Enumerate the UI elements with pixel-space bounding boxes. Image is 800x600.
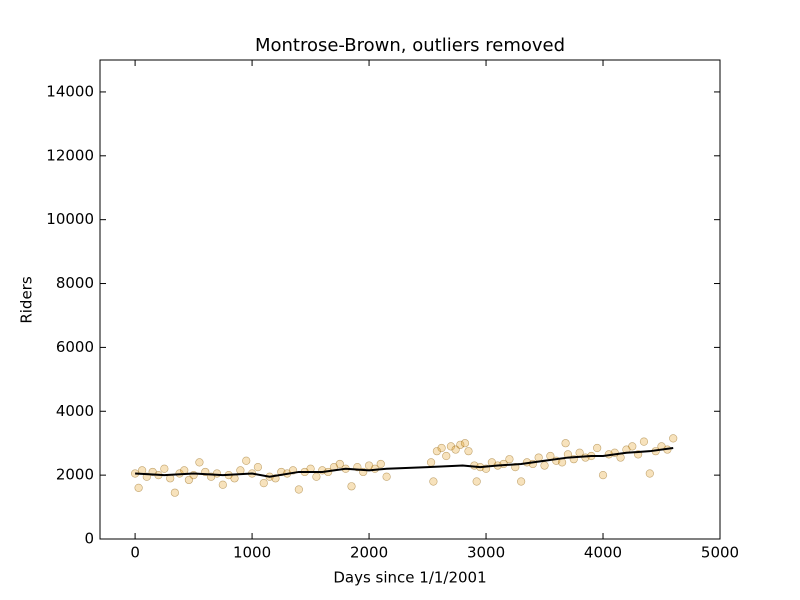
x-tick-label: 0 [130, 544, 140, 562]
scatter-point [464, 447, 473, 456]
y-tick-label: 2000 [56, 466, 94, 484]
scatter-point [242, 456, 251, 465]
scatter-point [253, 463, 263, 472]
scatter-point [456, 440, 465, 449]
scatter-point [598, 471, 608, 480]
scatter-point [236, 466, 245, 475]
scatter-point [432, 447, 442, 456]
y-tick-label: 12000 [46, 146, 94, 164]
x-tick-label: 2000 [350, 544, 388, 562]
x-tick-label: 3000 [467, 544, 505, 562]
scatter-point [460, 439, 470, 448]
scatter-point [429, 477, 438, 486]
scatter-point [218, 480, 227, 489]
x-tick-label: 5000 [701, 544, 739, 562]
scatter-point [347, 482, 356, 491]
y-tick-label: 6000 [56, 338, 94, 356]
scatter-point [189, 471, 198, 480]
trend-line [135, 446, 674, 478]
scatter-point [442, 451, 451, 461]
scatter-point [540, 461, 549, 470]
x-tick-label: 1000 [233, 544, 271, 562]
scatter-point [645, 469, 654, 478]
scatter-point [335, 459, 344, 469]
scatter-point [376, 459, 385, 469]
scatter-point [472, 477, 481, 486]
y-tick-label: 4000 [56, 402, 94, 420]
scatter-point [593, 443, 602, 453]
x-tick-label: 4000 [584, 544, 622, 562]
x-axis-label: Days since 1/1/2001 [333, 569, 486, 587]
plot-frame [99, 59, 721, 540]
y-tick-label: 14000 [46, 82, 94, 100]
scatter-point [230, 474, 239, 483]
y-axis-label: Riders [18, 276, 36, 324]
scatter-point [382, 472, 391, 481]
scatter-point [160, 464, 169, 473]
scatter-point [312, 472, 321, 481]
scatter-point [437, 443, 446, 453]
scatter-point [628, 442, 637, 451]
scatter-point [505, 455, 514, 464]
scatter-point [669, 434, 678, 443]
scatter-point [212, 469, 222, 478]
y-tick-label: 0 [84, 530, 94, 548]
y-tick-label: 8000 [56, 274, 94, 292]
scatter-point [639, 437, 649, 446]
scatter-point [561, 439, 570, 448]
scatter-point [426, 458, 436, 467]
chart-title: Montrose-Brown, outliers removed [255, 35, 565, 56]
scatter-point [446, 442, 456, 451]
scatter-point [259, 479, 268, 488]
scatter-point [134, 483, 143, 493]
scatter-point [517, 477, 526, 486]
scatter-point [294, 485, 303, 494]
scatter-point [195, 458, 204, 467]
y-tick-label: 10000 [46, 210, 94, 228]
scatter-point [170, 488, 179, 497]
